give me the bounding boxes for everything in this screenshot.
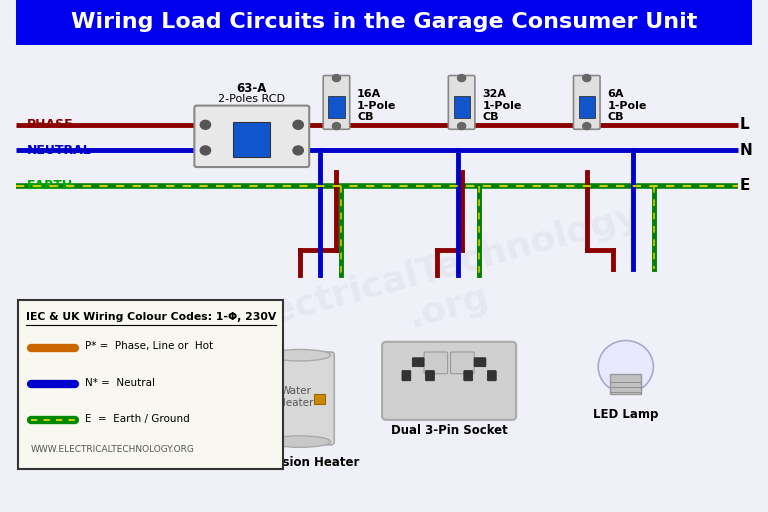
FancyBboxPatch shape — [425, 371, 435, 381]
Circle shape — [333, 75, 340, 81]
Ellipse shape — [269, 349, 330, 361]
Text: Wiring Load Circuits in the Garage Consumer Unit: Wiring Load Circuits in the Garage Consu… — [71, 12, 697, 32]
FancyBboxPatch shape — [412, 358, 424, 367]
FancyBboxPatch shape — [464, 371, 472, 381]
Ellipse shape — [598, 340, 654, 393]
Text: P* =  Phase, Line or  Hot: P* = Phase, Line or Hot — [84, 341, 213, 351]
Text: 63-A: 63-A — [237, 82, 267, 95]
Text: Immersion Heater: Immersion Heater — [240, 456, 359, 468]
FancyBboxPatch shape — [488, 371, 496, 381]
FancyBboxPatch shape — [329, 96, 345, 118]
Text: N: N — [739, 143, 752, 158]
FancyBboxPatch shape — [574, 75, 600, 129]
FancyBboxPatch shape — [611, 374, 641, 394]
Circle shape — [333, 122, 340, 130]
Circle shape — [583, 75, 591, 81]
Text: L: L — [739, 117, 749, 132]
FancyBboxPatch shape — [451, 352, 474, 374]
FancyBboxPatch shape — [382, 342, 516, 420]
FancyBboxPatch shape — [474, 358, 486, 367]
FancyBboxPatch shape — [18, 300, 283, 469]
FancyBboxPatch shape — [449, 75, 475, 129]
Circle shape — [458, 75, 465, 81]
Text: IEC & UK Wiring Colour Codes: 1-Φ, 230V: IEC & UK Wiring Colour Codes: 1-Φ, 230V — [26, 312, 276, 323]
Text: EARTH: EARTH — [27, 179, 74, 192]
FancyBboxPatch shape — [265, 352, 334, 445]
Text: ElectricalTechnology
.org: ElectricalTechnology .org — [232, 199, 654, 377]
Circle shape — [293, 120, 303, 130]
Text: NEUTRAL: NEUTRAL — [27, 144, 92, 157]
FancyBboxPatch shape — [16, 0, 753, 45]
Text: LED Lamp: LED Lamp — [593, 409, 658, 421]
Text: 32A
1-Pole
CB: 32A 1-Pole CB — [482, 89, 521, 122]
FancyBboxPatch shape — [194, 105, 310, 167]
Circle shape — [200, 120, 210, 130]
FancyBboxPatch shape — [402, 371, 411, 381]
Text: E  =  Earth / Ground: E = Earth / Ground — [84, 414, 190, 423]
FancyBboxPatch shape — [424, 352, 448, 374]
Text: PHASE: PHASE — [27, 118, 74, 131]
Text: E: E — [739, 178, 750, 193]
Text: WWW.ELECTRICALTECHNOLOGY.ORG: WWW.ELECTRICALTECHNOLOGY.ORG — [31, 445, 195, 455]
Text: 2-Poles RCD: 2-Poles RCD — [218, 94, 285, 104]
Text: Water
Heater: Water Heater — [278, 386, 313, 408]
FancyBboxPatch shape — [313, 394, 326, 404]
FancyBboxPatch shape — [323, 75, 349, 129]
Text: Dual 3-Pin Socket: Dual 3-Pin Socket — [391, 424, 508, 437]
Text: 16A
1-Pole
CB: 16A 1-Pole CB — [357, 89, 396, 122]
Text: 6A
1-Pole
CB: 6A 1-Pole CB — [607, 89, 647, 122]
Ellipse shape — [269, 436, 330, 447]
FancyBboxPatch shape — [454, 96, 470, 118]
FancyBboxPatch shape — [578, 96, 595, 118]
Circle shape — [458, 122, 465, 130]
FancyBboxPatch shape — [233, 122, 270, 158]
Circle shape — [293, 146, 303, 155]
Circle shape — [583, 122, 591, 130]
Circle shape — [200, 146, 210, 155]
Text: N* =  Neutral: N* = Neutral — [84, 378, 154, 388]
